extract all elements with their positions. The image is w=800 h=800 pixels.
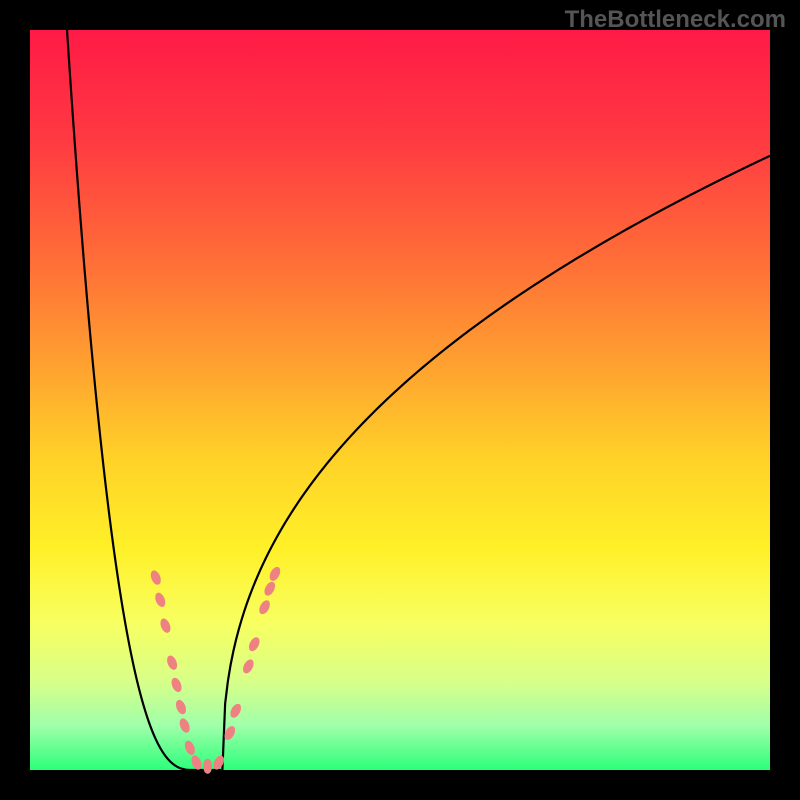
data-marker: [241, 658, 256, 675]
data-marker: [262, 580, 277, 597]
data-marker: [190, 754, 204, 771]
data-marker: [153, 591, 167, 608]
data-marker: [149, 569, 163, 586]
data-marker: [170, 676, 184, 693]
data-marker: [174, 698, 188, 715]
figure-container: TheBottleneck.com: [0, 0, 800, 800]
data-marker: [165, 654, 179, 671]
data-marker: [178, 717, 192, 734]
data-marker: [183, 739, 197, 756]
data-marker: [267, 565, 282, 582]
curve-overlay: [0, 0, 800, 800]
data-marker: [257, 598, 272, 615]
data-marker: [247, 635, 262, 652]
data-marker: [228, 702, 243, 719]
data-marker: [203, 759, 212, 774]
data-marker: [158, 617, 172, 634]
